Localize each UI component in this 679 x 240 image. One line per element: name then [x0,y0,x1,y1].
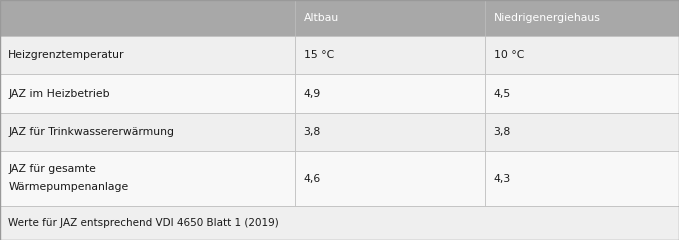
Text: 3,8: 3,8 [494,127,511,137]
Text: 4,3: 4,3 [494,174,511,184]
Bar [0,206,679,240]
Bar [485,74,679,113]
Text: JAZ im Heizbetrieb: JAZ im Heizbetrieb [8,89,110,99]
Bar [295,113,485,151]
Bar [0,74,295,113]
Text: 3,8: 3,8 [304,127,320,137]
Bar [485,151,679,206]
Text: JAZ für Trinkwassererwärmung: JAZ für Trinkwassererwärmung [8,127,174,137]
Text: Werte für JAZ entsprechend VDI 4650 Blatt 1 (2019): Werte für JAZ entsprechend VDI 4650 Blat… [8,218,279,228]
Bar [485,36,679,74]
Text: 4,5: 4,5 [494,89,511,99]
Text: 4,9: 4,9 [304,89,320,99]
Bar [295,0,485,36]
Bar [485,0,679,36]
Text: 15 °C: 15 °C [304,50,334,60]
Bar [295,36,485,74]
Bar [295,74,485,113]
Text: Niedrigenergiehaus: Niedrigenergiehaus [494,13,600,23]
Bar [0,113,295,151]
Bar [0,36,295,74]
Bar [0,0,295,36]
Text: 10 °C: 10 °C [494,50,524,60]
Text: JAZ für gesamte: JAZ für gesamte [8,164,96,174]
Text: Altbau: Altbau [304,13,339,23]
Text: Wärmepumpenanlage: Wärmepumpenanlage [8,182,128,192]
Bar [485,113,679,151]
Bar [0,151,295,206]
Text: 4,6: 4,6 [304,174,320,184]
Bar [295,151,485,206]
Text: Heizgrenztemperatur: Heizgrenztemperatur [8,50,125,60]
